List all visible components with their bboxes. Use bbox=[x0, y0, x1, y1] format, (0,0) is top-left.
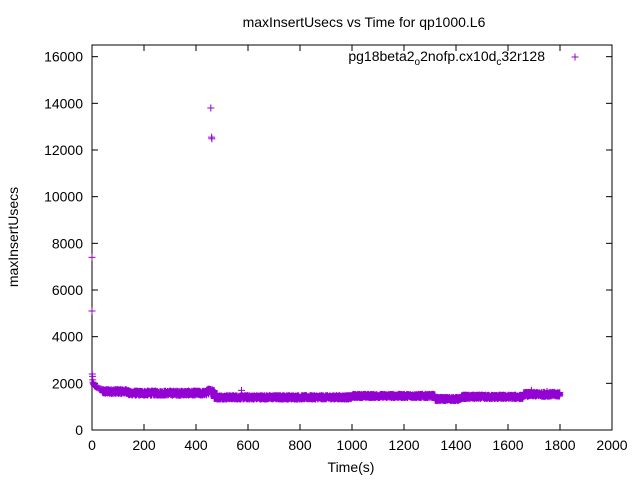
legend: pg18beta2o2nofp.cx10dc32r128 bbox=[348, 48, 579, 68]
y-tick-label: 6000 bbox=[52, 282, 83, 298]
data-point bbox=[208, 135, 216, 143]
chart-title: maxInsertUsecs vs Time for qp1000.L6 bbox=[243, 14, 486, 30]
y-axis-ticks: 0 2000 4000 6000 8000 10000 12000 14000 16000 bbox=[44, 49, 612, 438]
x-tick-label: 1800 bbox=[544, 437, 575, 453]
y-tick-label: 10000 bbox=[44, 189, 83, 205]
x-tick-label: 0 bbox=[88, 437, 96, 453]
y-axis-label: maxInsertUsecs bbox=[5, 187, 21, 287]
y-tick-label: 8000 bbox=[52, 235, 83, 251]
y-tick-label: 16000 bbox=[44, 49, 83, 65]
y-tick-label: 14000 bbox=[44, 95, 83, 111]
x-tick-label: 1000 bbox=[336, 437, 367, 453]
data-point bbox=[210, 387, 218, 395]
x-tick-label: 200 bbox=[132, 437, 156, 453]
x-tick-label: 1600 bbox=[492, 437, 523, 453]
data-point bbox=[571, 53, 579, 61]
x-tick-label: 800 bbox=[288, 437, 312, 453]
y-tick-label: 2000 bbox=[52, 375, 83, 391]
x-tick-label: 1200 bbox=[388, 437, 419, 453]
y-tick-label: 12000 bbox=[44, 142, 83, 158]
y-tick-label: 0 bbox=[75, 422, 83, 438]
x-tick-label: 400 bbox=[184, 437, 208, 453]
data-point bbox=[88, 307, 96, 315]
data-point bbox=[207, 104, 215, 112]
data-point bbox=[88, 253, 96, 261]
x-tick-label: 1400 bbox=[440, 437, 471, 453]
data-points bbox=[88, 104, 564, 405]
legend-label: pg18beta2o2nofp.cx10dc32r128 bbox=[348, 48, 545, 68]
x-tick-label: 600 bbox=[236, 437, 260, 453]
legend-part-1: pg18beta2 bbox=[348, 48, 414, 64]
legend-part-2: 2nofp.cx10d bbox=[420, 48, 496, 64]
legend-part-3: 32r128 bbox=[501, 48, 545, 64]
legend-sub-1: o bbox=[415, 57, 421, 68]
legend-marker bbox=[571, 53, 579, 61]
x-axis-ticks: 0 200 400 600 800 1000 1200 1400 1600 1800 2000 bbox=[88, 45, 628, 453]
plot-frame bbox=[91, 44, 613, 431]
x-tick-label: 2000 bbox=[596, 437, 627, 453]
x-axis-label: Time(s) bbox=[328, 459, 375, 475]
y-tick-label: 4000 bbox=[52, 329, 83, 345]
legend-sub-2: c bbox=[496, 57, 501, 68]
